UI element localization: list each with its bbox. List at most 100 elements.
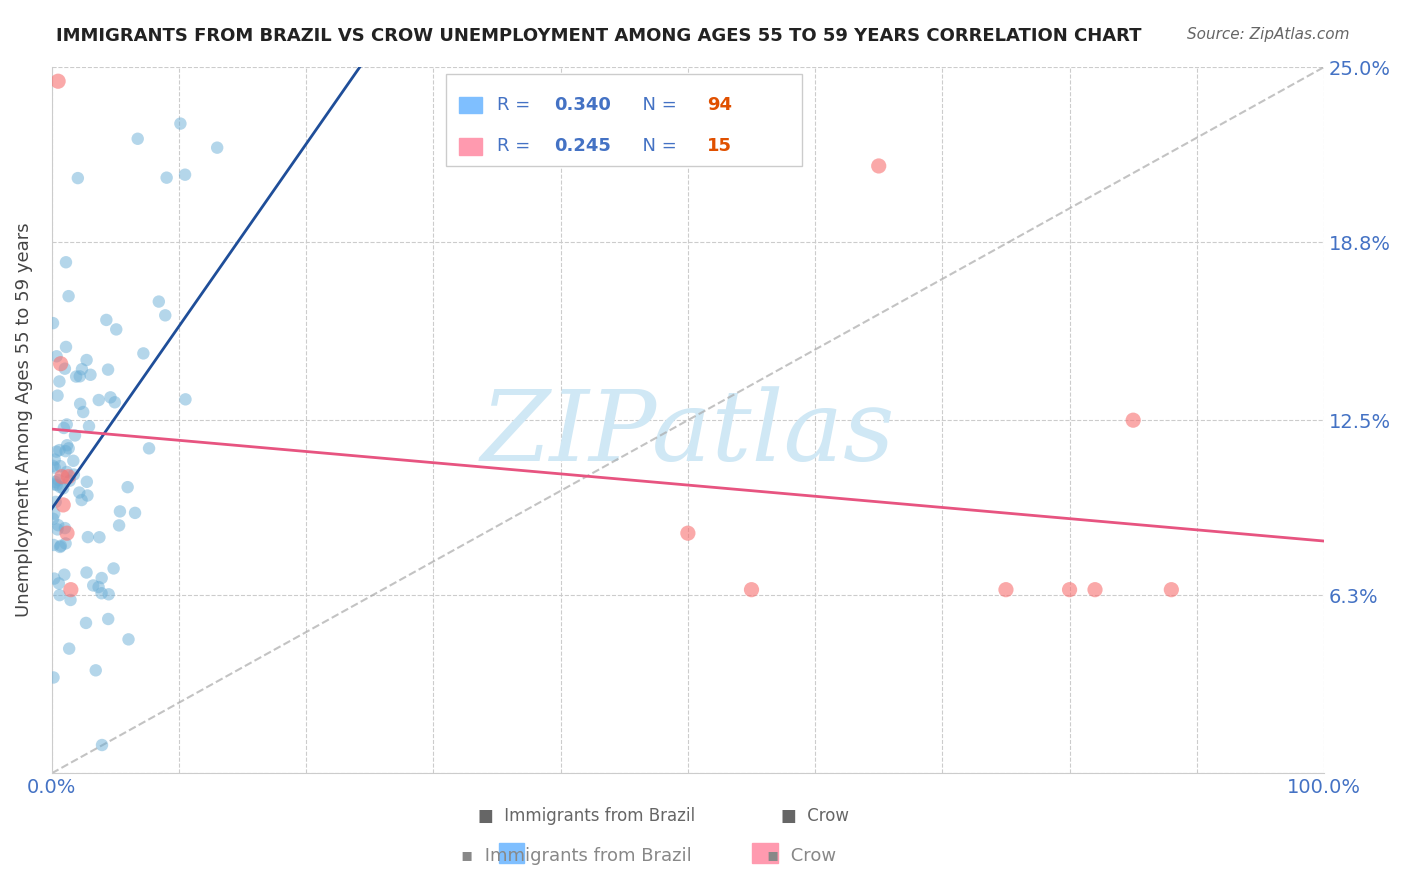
Point xyxy=(87,392,110,407)
Point xyxy=(52,481,75,495)
Bar xyxy=(458,138,482,154)
Text: IMMIGRANTS FROM BRAZIL VS CROW UNEMPLOYMENT AMONG AGES 55 TO 59 YEARS CORRELATIO: IMMIGRANTS FROM BRAZIL VS CROW UNEMPLOYM… xyxy=(56,27,1142,45)
Point xyxy=(55,465,77,479)
Point xyxy=(740,582,762,597)
Point xyxy=(46,473,69,487)
Point xyxy=(174,392,197,407)
Point xyxy=(76,353,98,368)
Point xyxy=(42,458,65,473)
Point xyxy=(49,539,72,553)
Y-axis label: Unemployment Among Ages 55 to 59 years: Unemployment Among Ages 55 to 59 years xyxy=(15,223,32,617)
Point xyxy=(97,362,120,376)
Point xyxy=(994,582,1017,597)
Text: N =: N = xyxy=(631,137,682,155)
Text: 0.245: 0.245 xyxy=(554,137,612,155)
Point xyxy=(53,521,76,535)
Point xyxy=(55,417,77,432)
Point xyxy=(124,506,146,520)
Point xyxy=(55,255,77,269)
Point xyxy=(1122,413,1144,427)
Point xyxy=(52,498,75,512)
Point xyxy=(45,444,67,458)
Point xyxy=(70,493,93,508)
Point xyxy=(104,395,127,409)
FancyBboxPatch shape xyxy=(446,74,803,166)
Point xyxy=(84,663,107,677)
Point xyxy=(76,566,98,580)
Point xyxy=(155,309,177,323)
Point xyxy=(46,389,69,403)
Point xyxy=(48,443,70,458)
Point xyxy=(69,369,91,384)
Point xyxy=(55,340,77,354)
Point xyxy=(138,442,160,456)
Bar xyxy=(499,843,524,863)
Point xyxy=(49,540,72,554)
Point xyxy=(1160,582,1182,597)
Point xyxy=(117,632,139,647)
Point xyxy=(70,362,93,376)
Point xyxy=(58,641,80,656)
Point xyxy=(44,452,66,467)
Point xyxy=(53,361,76,376)
Point xyxy=(42,512,65,526)
Point xyxy=(65,369,87,384)
Point xyxy=(46,74,69,88)
Text: ▪  Immigrants from Brazil: ▪ Immigrants from Brazil xyxy=(461,847,692,865)
Point xyxy=(44,475,66,489)
Point xyxy=(58,289,80,303)
Point xyxy=(76,488,98,502)
Point xyxy=(100,390,122,404)
Point xyxy=(76,475,98,489)
Point xyxy=(42,671,65,685)
Point xyxy=(127,132,149,146)
Point xyxy=(45,495,67,509)
Point xyxy=(63,467,86,482)
Point xyxy=(1084,582,1107,597)
Point xyxy=(66,171,89,186)
Text: R =: R = xyxy=(498,95,536,114)
Point xyxy=(62,454,84,468)
Text: R =: R = xyxy=(498,137,536,155)
Point xyxy=(49,357,72,371)
Point xyxy=(42,316,65,330)
Point xyxy=(59,474,82,488)
Point xyxy=(103,561,125,575)
Point xyxy=(56,526,79,541)
Point xyxy=(87,580,110,594)
Text: ■  Crow: ■ Crow xyxy=(782,806,849,824)
Point xyxy=(59,582,82,597)
Point xyxy=(77,419,100,434)
Point xyxy=(90,586,112,600)
Point xyxy=(55,444,77,458)
Point xyxy=(44,507,66,521)
Point xyxy=(58,442,80,456)
Bar xyxy=(458,97,482,113)
Text: ■  Immigrants from Brazil: ■ Immigrants from Brazil xyxy=(478,806,695,824)
Bar xyxy=(752,843,778,863)
Text: 94: 94 xyxy=(707,95,733,114)
Point xyxy=(205,141,228,155)
Text: Source: ZipAtlas.com: Source: ZipAtlas.com xyxy=(1187,27,1350,42)
Point xyxy=(45,349,67,363)
Point xyxy=(97,587,120,601)
Point xyxy=(55,536,77,550)
Point xyxy=(96,313,118,327)
Point xyxy=(46,523,69,537)
Point xyxy=(90,571,112,585)
Point xyxy=(42,477,65,491)
Text: 0.340: 0.340 xyxy=(554,95,612,114)
Text: ▪  Crow: ▪ Crow xyxy=(766,847,837,865)
Point xyxy=(72,405,94,419)
Point xyxy=(156,170,179,185)
Point xyxy=(105,322,128,336)
Point xyxy=(42,538,65,552)
Point xyxy=(69,397,91,411)
Point xyxy=(108,518,131,533)
Point xyxy=(59,593,82,607)
Point xyxy=(48,588,70,602)
Point xyxy=(676,526,699,541)
Point xyxy=(44,572,66,586)
Point xyxy=(89,530,111,544)
Point xyxy=(46,518,69,533)
